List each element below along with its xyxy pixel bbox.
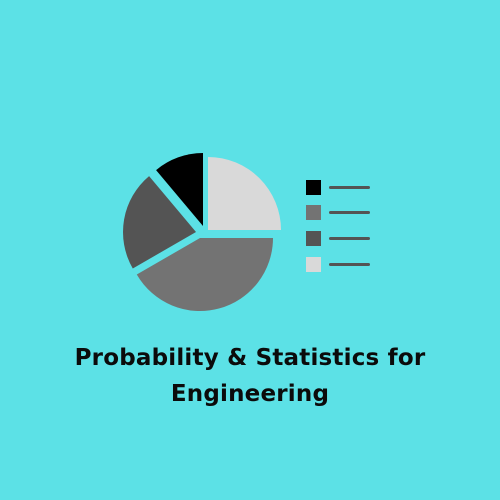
legend-line: [329, 237, 370, 240]
legend: [306, 180, 370, 272]
legend-square-light-gray: [306, 257, 321, 272]
legend-square-dark-gray: [306, 231, 321, 246]
legend-line: [329, 263, 370, 266]
legend-square-black: [306, 180, 321, 195]
pie-slice-gray: [136, 238, 273, 312]
legend-line: [329, 186, 370, 189]
legend-square-gray: [306, 205, 321, 220]
page-title: Probability & Statistics for Engineering: [0, 340, 500, 412]
legend-line: [329, 211, 370, 214]
pie-slice-dark-gray: [123, 176, 196, 269]
pie-slice-black: [156, 153, 203, 226]
title-line-1: Probability & Statistics for: [74, 345, 426, 371]
pie-slice-light-gray: [208, 157, 281, 230]
pie-slices: [123, 153, 281, 312]
title-line-2: Engineering: [170, 381, 330, 407]
